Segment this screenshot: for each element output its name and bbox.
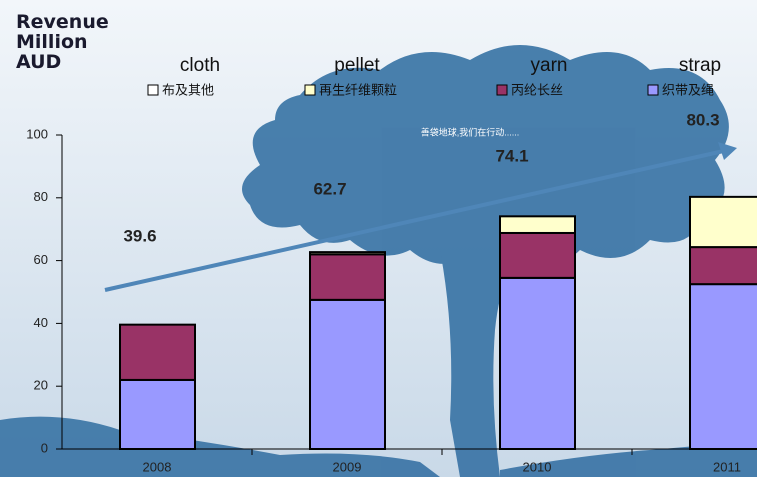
legend-swatch: [148, 85, 158, 95]
legend-label: 再生纤维颗粒: [319, 82, 397, 97]
bar-segment: [690, 247, 757, 284]
total-label: 39.6: [123, 226, 156, 245]
legend-name: cloth: [180, 55, 220, 76]
bar-segment: [120, 380, 195, 449]
legend-name: yarn: [531, 55, 568, 76]
annotation: 善袋地球,我们在行动......: [421, 126, 520, 137]
legend-label: 布及其他: [162, 82, 214, 97]
y-tick-label: 0: [41, 440, 48, 455]
y-tick-label: 80: [34, 189, 48, 204]
legend-swatch: [497, 85, 507, 95]
bar-segment: [690, 197, 757, 247]
total-label: 74.1: [495, 146, 528, 165]
bar-segment: [690, 284, 757, 449]
total-label: 62.7: [313, 179, 346, 198]
bar-segment: [500, 278, 575, 449]
legend-swatch: [648, 85, 658, 95]
chart-title: Revenue Million AUD: [16, 12, 106, 72]
x-tick-label: 2008: [143, 459, 172, 474]
chart: 善袋地球,我们在行动...... 0 20 40 60 80 100 cloth 布及其他 pe…: [0, 0, 757, 477]
legend-swatch: [305, 85, 315, 95]
x-tick-label: 2011: [713, 459, 741, 474]
bar-segment: [500, 233, 575, 278]
bar-segment: [310, 252, 385, 254]
bar-segment: [310, 300, 385, 449]
legend-label: 织带及绳: [662, 82, 714, 97]
bar-segment: [120, 325, 195, 380]
legend-label: 丙纶长丝: [511, 82, 563, 97]
chart-wrapper: 善袋地球,我们在行动...... 0 20 40 60 80 100 cloth 布及其他 pe…: [0, 0, 757, 477]
bar-segment: [310, 254, 385, 300]
bar-segment: [500, 216, 575, 233]
y-tick-label: 60: [34, 252, 48, 267]
x-tick-label: 2009: [333, 459, 362, 474]
x-tick-label: 2010: [523, 459, 552, 474]
total-label: 80.3: [686, 110, 719, 129]
y-tick-label: 20: [34, 378, 48, 393]
legend-name: strap: [679, 55, 721, 76]
y-tick-label: 100: [26, 126, 48, 141]
y-tick-label: 40: [34, 315, 48, 330]
legend-name: pellet: [334, 55, 380, 76]
